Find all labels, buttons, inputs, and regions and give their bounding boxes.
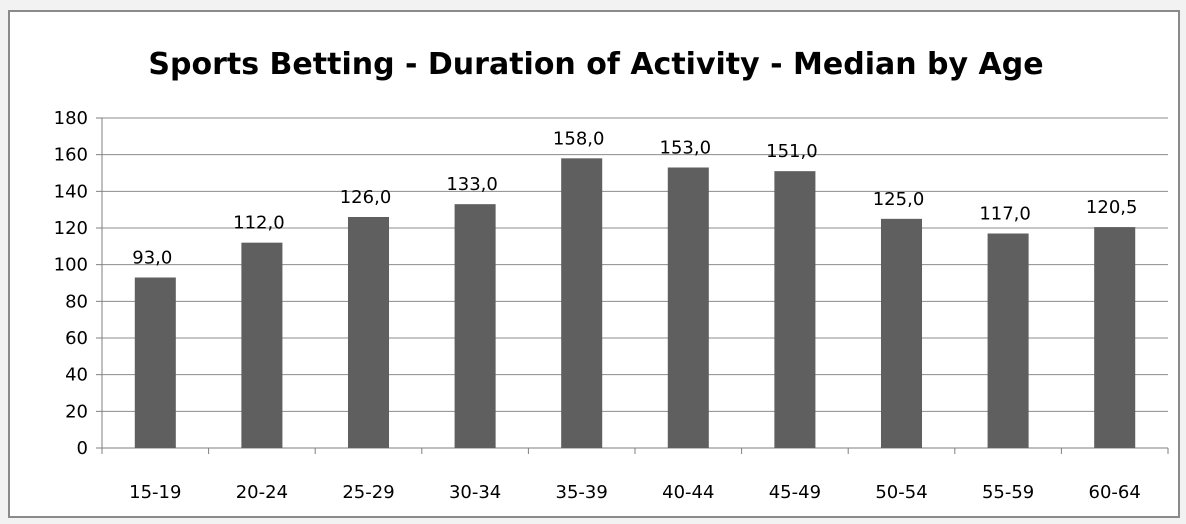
bar bbox=[667, 167, 709, 448]
bar bbox=[454, 204, 496, 448]
bar bbox=[880, 218, 923, 448]
bar bbox=[774, 171, 816, 448]
x-tick-label: 50-54 bbox=[875, 482, 927, 503]
x-tick-label: 40-44 bbox=[662, 482, 714, 503]
data-label: 153,0 bbox=[660, 138, 712, 159]
data-label: 112,0 bbox=[233, 213, 285, 234]
data-label: 120,5 bbox=[1086, 197, 1138, 218]
bars bbox=[134, 158, 1136, 449]
y-tick-label: 20 bbox=[65, 401, 88, 422]
x-tick-label: 25-29 bbox=[342, 482, 394, 503]
data-label: 158,0 bbox=[553, 128, 605, 149]
chart-frame: Sports Betting - Duration of Activity - … bbox=[8, 10, 1180, 518]
data-labels: 93,0 112,0 126,0 133,0 158,0 153,0 151,0 125,0 1… bbox=[132, 128, 1137, 268]
y-tick-label: 0 bbox=[77, 438, 88, 459]
data-label: 151,0 bbox=[766, 141, 818, 162]
bar-chart: Sports Betting - Duration of Activity - … bbox=[54, 47, 1169, 503]
y-tick-label: 40 bbox=[65, 365, 88, 386]
y-tick-label: 180 bbox=[54, 108, 88, 129]
x-tick-label: 20-24 bbox=[236, 482, 288, 503]
data-label: 133,0 bbox=[446, 174, 498, 195]
x-tick-label: 35-39 bbox=[556, 482, 608, 503]
bar bbox=[1094, 227, 1136, 448]
y-tick-label: 120 bbox=[54, 218, 88, 239]
y-tick-label: 60 bbox=[65, 328, 88, 349]
bar bbox=[987, 233, 1029, 448]
data-label: 125,0 bbox=[873, 189, 925, 210]
x-axis-ticks: 15-19 20-24 25-29 30-34 35-39 40-44 45-49 50-54… bbox=[129, 482, 1141, 503]
y-tick-label: 140 bbox=[54, 181, 88, 202]
data-label: 93,0 bbox=[132, 248, 172, 269]
y-axis-ticks: 0 20 40 60 80 100 120 140 160 180 bbox=[54, 108, 88, 459]
data-label: 126,0 bbox=[340, 187, 392, 208]
bar bbox=[561, 158, 603, 449]
y-tick-label: 80 bbox=[65, 291, 88, 312]
x-tick-label: 45-49 bbox=[769, 482, 821, 503]
x-tick-label: 60-64 bbox=[1089, 482, 1141, 503]
y-tick-label: 100 bbox=[54, 255, 88, 276]
data-label: 117,0 bbox=[979, 204, 1031, 225]
bar bbox=[241, 242, 283, 448]
chart-title: Sports Betting - Duration of Activity - … bbox=[148, 47, 1043, 82]
bar bbox=[134, 277, 176, 448]
x-tick-label: 15-19 bbox=[129, 482, 181, 503]
x-tick-label: 30-34 bbox=[449, 482, 501, 503]
x-tick-label: 55-59 bbox=[982, 482, 1034, 503]
y-tick-label: 160 bbox=[54, 145, 88, 166]
bar bbox=[347, 217, 390, 448]
